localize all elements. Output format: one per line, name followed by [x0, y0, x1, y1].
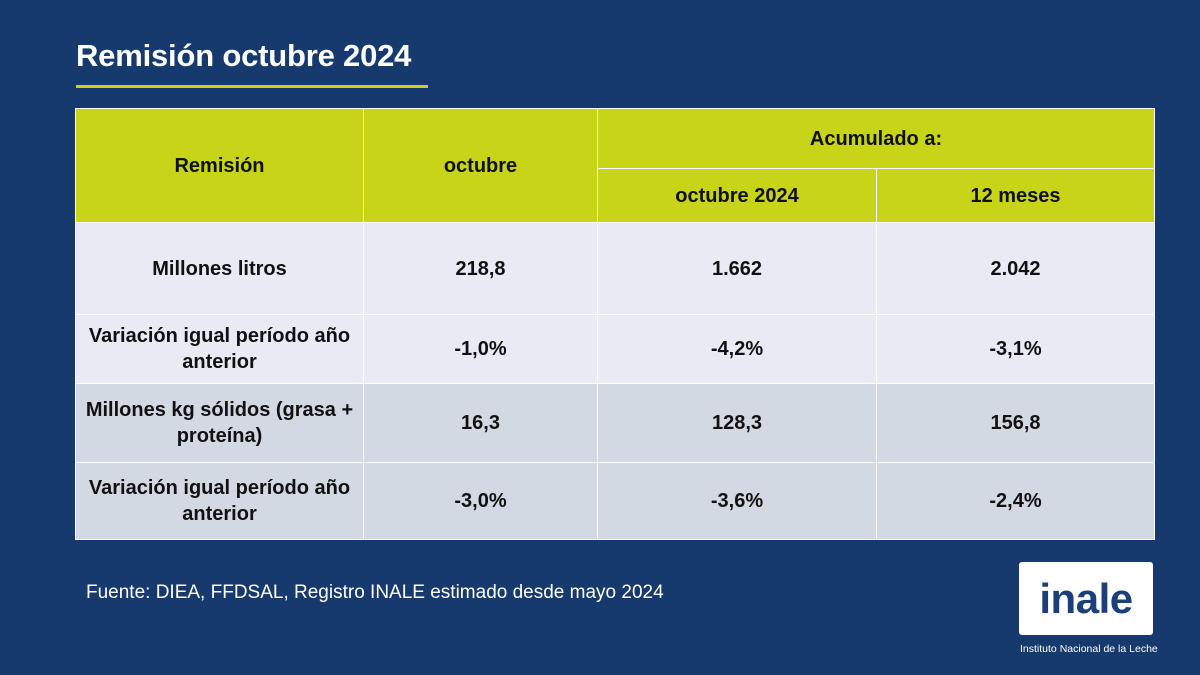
table-row: Millones litros 218,8 1.662 2.042 [75, 222, 1155, 315]
cell-acum-12-meses: 2.042 [876, 222, 1155, 315]
row-label: Variación igual período año anterior [75, 462, 364, 540]
cell-octubre: 16,3 [363, 383, 598, 463]
cell-octubre: -3,0% [363, 462, 598, 540]
header-acumulado: Acumulado a: [597, 108, 1155, 169]
table-row: Millones kg sólidos (grasa + proteína) 1… [75, 383, 1155, 463]
inale-logo: inale [1019, 562, 1153, 635]
cell-acum-octubre: -3,6% [597, 462, 877, 540]
page-title: Remisión octubre 2024 [76, 38, 412, 73]
cell-acum-12-meses: 156,8 [876, 383, 1155, 463]
title-underline [76, 85, 428, 88]
row-label: Variación igual período año anterior [75, 314, 364, 384]
cell-octubre: -1,0% [363, 314, 598, 384]
remision-table: Remisión octubre Acumulado a: octubre 20… [75, 108, 1155, 540]
header-remision: Remisión [75, 108, 364, 223]
cell-acum-octubre: 128,3 [597, 383, 877, 463]
row-label: Millones litros [75, 222, 364, 315]
table-header-row: Remisión octubre Acumulado a: [75, 108, 1155, 223]
logo-subtitle: Instituto Nacional de la Leche [1020, 643, 1158, 655]
cell-acum-octubre: 1.662 [597, 222, 877, 315]
header-acum-12-meses: 12 meses [876, 168, 1155, 223]
row-label: Millones kg sólidos (grasa + proteína) [75, 383, 364, 463]
table-row: Variación igual período año anterior -3,… [75, 462, 1155, 540]
cell-acum-12-meses: -2,4% [876, 462, 1155, 540]
table-subheader-row: octubre 2024 12 meses [76, 168, 1155, 223]
header-octubre: octubre [363, 108, 598, 223]
table-row: Variación igual período año anterior -1,… [75, 314, 1155, 384]
cell-octubre: 218,8 [363, 222, 598, 315]
source-note: Fuente: DIEA, FFDSAL, Registro INALE est… [86, 582, 664, 603]
header-acum-octubre: octubre 2024 [597, 168, 877, 223]
cell-acum-octubre: -4,2% [597, 314, 877, 384]
logo-wordmark: inale [1039, 574, 1133, 622]
cell-acum-12-meses: -3,1% [876, 314, 1155, 384]
